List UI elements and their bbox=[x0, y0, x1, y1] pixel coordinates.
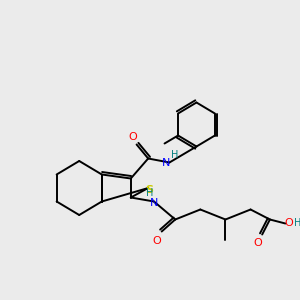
Text: N: N bbox=[162, 158, 171, 169]
Text: H: H bbox=[171, 149, 178, 160]
Text: H: H bbox=[294, 218, 300, 229]
Text: O: O bbox=[285, 218, 294, 229]
Text: S: S bbox=[145, 185, 153, 195]
Text: N: N bbox=[150, 197, 158, 208]
Text: H: H bbox=[146, 188, 154, 197]
Text: O: O bbox=[253, 238, 262, 248]
Text: O: O bbox=[152, 236, 161, 245]
Text: O: O bbox=[128, 131, 137, 142]
